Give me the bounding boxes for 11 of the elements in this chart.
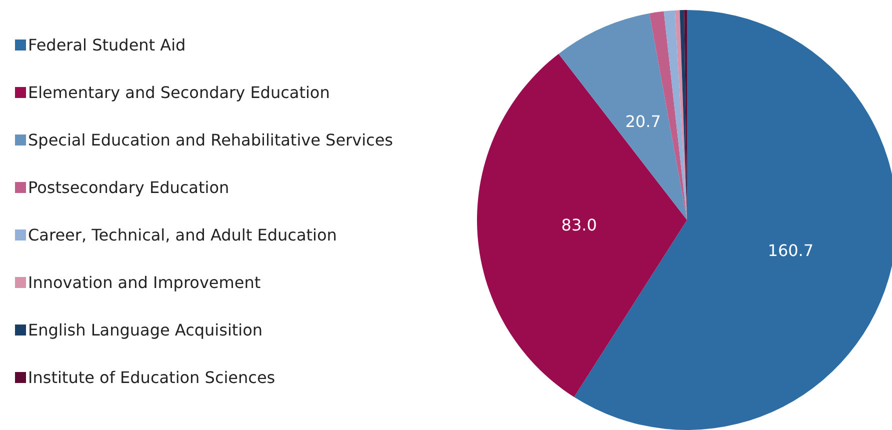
legend-label: Postsecondary Education [28,178,230,197]
data-label: 83.0 [561,215,597,234]
legend-label: Special Education and Rehabilitative Services [28,130,394,150]
legend-label: Elementary and Secondary Education [28,83,330,102]
legend-label: English Language Acquisition [28,320,263,340]
legend-label: Innovation and Improvement [28,273,261,292]
data-label: 20.7 [625,112,661,131]
legend-label: Career, Technical, and Adult Education [28,226,337,244]
legend-label: Institute of Education Sciences [28,368,276,387]
data-label: 160.7 [768,240,814,260]
legend-label: Federal Student Aid [28,36,186,54]
